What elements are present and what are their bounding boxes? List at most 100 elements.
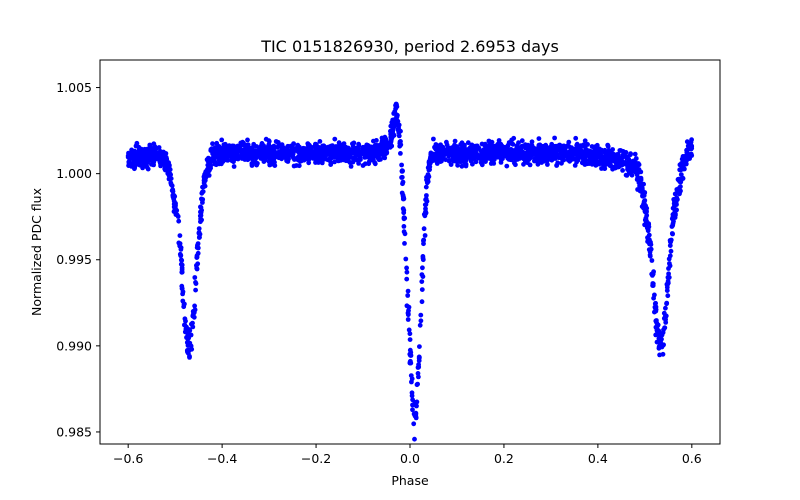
data-point	[139, 156, 145, 162]
data-point	[559, 143, 565, 149]
data-point	[388, 123, 394, 129]
data-point	[357, 154, 363, 160]
data-point	[233, 153, 239, 159]
data-point	[644, 213, 650, 218]
data-point	[618, 148, 624, 153]
data-point	[405, 288, 411, 294]
data-point	[328, 162, 334, 168]
y-tick-label: 0.985	[56, 424, 92, 439]
data-point	[629, 163, 635, 169]
data-point	[525, 142, 531, 148]
data-point	[409, 379, 414, 385]
data-point	[365, 146, 371, 152]
data-point	[674, 207, 679, 213]
data-point	[465, 140, 471, 146]
data-point	[434, 161, 440, 166]
data-point	[368, 151, 374, 156]
data-point	[284, 158, 289, 164]
data-point	[485, 150, 491, 156]
data-point	[195, 245, 201, 251]
data-point	[592, 151, 598, 157]
data-point	[356, 161, 361, 166]
data-point	[210, 141, 215, 147]
data-point	[558, 153, 564, 159]
data-point	[649, 258, 655, 263]
data-point	[670, 215, 676, 220]
data-point	[411, 411, 417, 417]
data-point	[305, 147, 310, 153]
data-point	[193, 280, 198, 285]
data-point	[641, 205, 647, 211]
data-point	[195, 241, 201, 247]
data-point	[652, 304, 658, 310]
data-point	[460, 144, 465, 149]
data-point	[255, 161, 260, 166]
data-point	[487, 145, 493, 150]
data-point	[677, 162, 683, 168]
x-tick-label: 0.2	[494, 451, 514, 466]
data-point	[398, 151, 403, 156]
data-point	[301, 155, 307, 160]
data-point	[666, 256, 672, 262]
data-point	[218, 148, 223, 154]
data-point	[506, 140, 512, 145]
data-point	[194, 255, 200, 260]
data-point	[574, 159, 579, 165]
data-point	[561, 157, 567, 163]
data-point	[601, 154, 606, 160]
data-point	[678, 179, 684, 185]
data-point	[396, 122, 402, 128]
data-point	[406, 327, 412, 333]
data-point	[664, 300, 670, 306]
data-point	[182, 301, 187, 307]
data-point	[517, 155, 523, 160]
data-point	[423, 202, 429, 208]
data-point	[420, 274, 426, 279]
data-point	[388, 137, 394, 143]
data-point	[620, 168, 625, 173]
data-point	[682, 162, 687, 168]
data-point	[156, 145, 162, 150]
data-point	[196, 226, 202, 232]
data-point	[192, 275, 198, 280]
data-point	[257, 146, 262, 152]
data-point	[614, 152, 620, 157]
data-point	[185, 350, 191, 355]
data-point	[667, 261, 672, 266]
data-point	[168, 180, 174, 186]
data-point	[151, 160, 156, 166]
data-point	[569, 145, 574, 151]
data-point	[131, 153, 137, 158]
data-point	[684, 139, 690, 145]
data-point	[419, 287, 425, 292]
data-point	[582, 162, 588, 167]
data-point	[665, 293, 671, 299]
data-point	[419, 279, 425, 284]
data-point	[290, 145, 296, 151]
data-point	[298, 149, 303, 154]
data-point	[338, 154, 344, 160]
data-point	[683, 156, 688, 162]
data-point	[351, 140, 357, 146]
data-point	[510, 141, 516, 147]
data-point	[196, 230, 202, 236]
data-point	[360, 163, 366, 168]
data-point	[393, 101, 399, 107]
data-point	[270, 147, 275, 153]
data-point	[651, 295, 656, 301]
data-point	[634, 177, 640, 183]
data-point	[210, 157, 216, 163]
data-point	[685, 147, 690, 153]
data-point	[401, 196, 407, 202]
data-point	[545, 162, 550, 167]
data-point	[667, 243, 673, 249]
data-point	[620, 154, 625, 160]
data-point	[670, 231, 675, 237]
data-point	[167, 171, 173, 177]
data-point	[322, 156, 328, 162]
data-point	[381, 153, 386, 159]
data-point	[652, 301, 658, 307]
data-point	[408, 373, 414, 378]
data-point	[401, 210, 407, 216]
